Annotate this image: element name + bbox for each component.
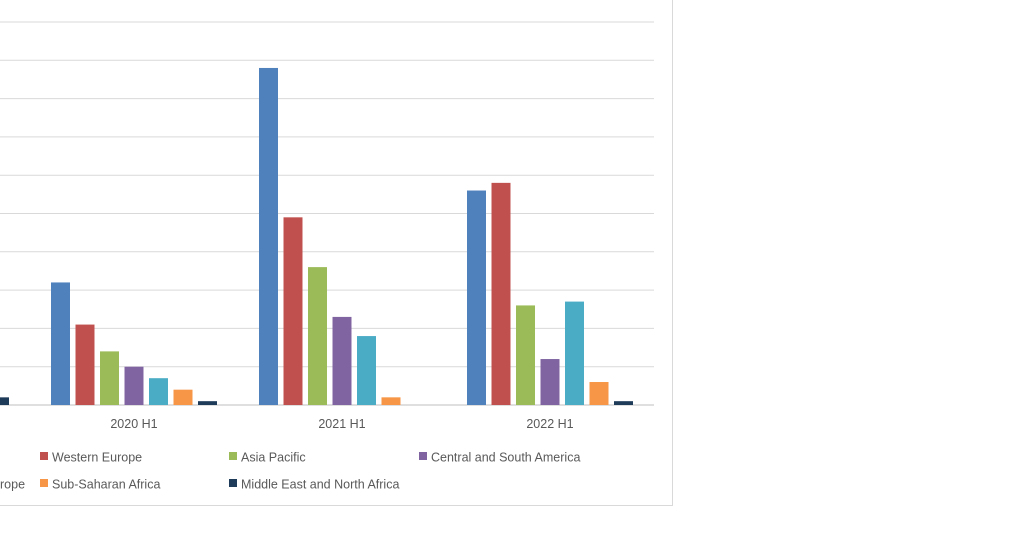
x-tick-label: 2021 H1 <box>318 417 365 431</box>
x-tick-label: 2020 H1 <box>110 417 157 431</box>
legend-swatch-western-europe <box>40 452 48 460</box>
bar-central-and-south-america-2021-h1 <box>332 316 352 405</box>
legend-swatch-central-and-south-america <box>419 452 427 460</box>
legend-swatch-asia-pacific <box>229 452 237 460</box>
bar-middle-east-and-north-africa-2020-h1 <box>198 401 217 405</box>
bar-middle-east-and-north-africa-2019-h1 <box>0 397 9 405</box>
bar-central-and-south-america-2020-h1 <box>124 366 144 405</box>
bar-middle-east-and-north-africa-2022-h1 <box>614 401 633 405</box>
bar-central-and-south-america-2022-h1 <box>540 359 560 405</box>
bar-north-america-2020-h1 <box>51 282 70 405</box>
bar-asia-pacific-2020-h1 <box>100 351 119 405</box>
bar-sub-saharan-africa-2020-h1 <box>173 389 193 405</box>
legend-label-sub-saharan-africa: Sub-Saharan Africa <box>52 478 160 492</box>
legend-label-asia-pacific: Asia Pacific <box>241 451 306 465</box>
bar-north-america-2022-h1 <box>467 190 486 405</box>
bar-sub-saharan-africa-2022-h1 <box>589 382 609 405</box>
x-tick-label: 2022 H1 <box>526 417 573 431</box>
bar-western-europe-2021-h1 <box>283 217 303 405</box>
bar-eastern-europe-2022-h1 <box>565 301 584 405</box>
bar-western-europe-2020-h1 <box>75 324 95 405</box>
bar-north-america-2021-h1 <box>259 67 278 406</box>
bar-eastern-europe-2021-h1 <box>357 336 376 405</box>
bar-asia-pacific-2021-h1 <box>308 267 327 405</box>
legend-label-eastern-europe: rope <box>0 478 25 492</box>
bar-western-europe-2022-h1 <box>491 182 511 405</box>
legend-swatch-middle-east-and-north-africa <box>229 479 237 487</box>
bar-sub-saharan-africa-2021-h1 <box>381 397 401 405</box>
legend-label-middle-east-and-north-africa: Middle East and North Africa <box>241 478 399 492</box>
legend-swatch-sub-saharan-africa <box>40 479 48 487</box>
bar-asia-pacific-2022-h1 <box>516 305 535 405</box>
legend-label-central-and-south-america: Central and South America <box>431 451 580 465</box>
legend-label-western-europe: Western Europe <box>52 451 142 465</box>
bar-eastern-europe-2020-h1 <box>149 378 168 405</box>
